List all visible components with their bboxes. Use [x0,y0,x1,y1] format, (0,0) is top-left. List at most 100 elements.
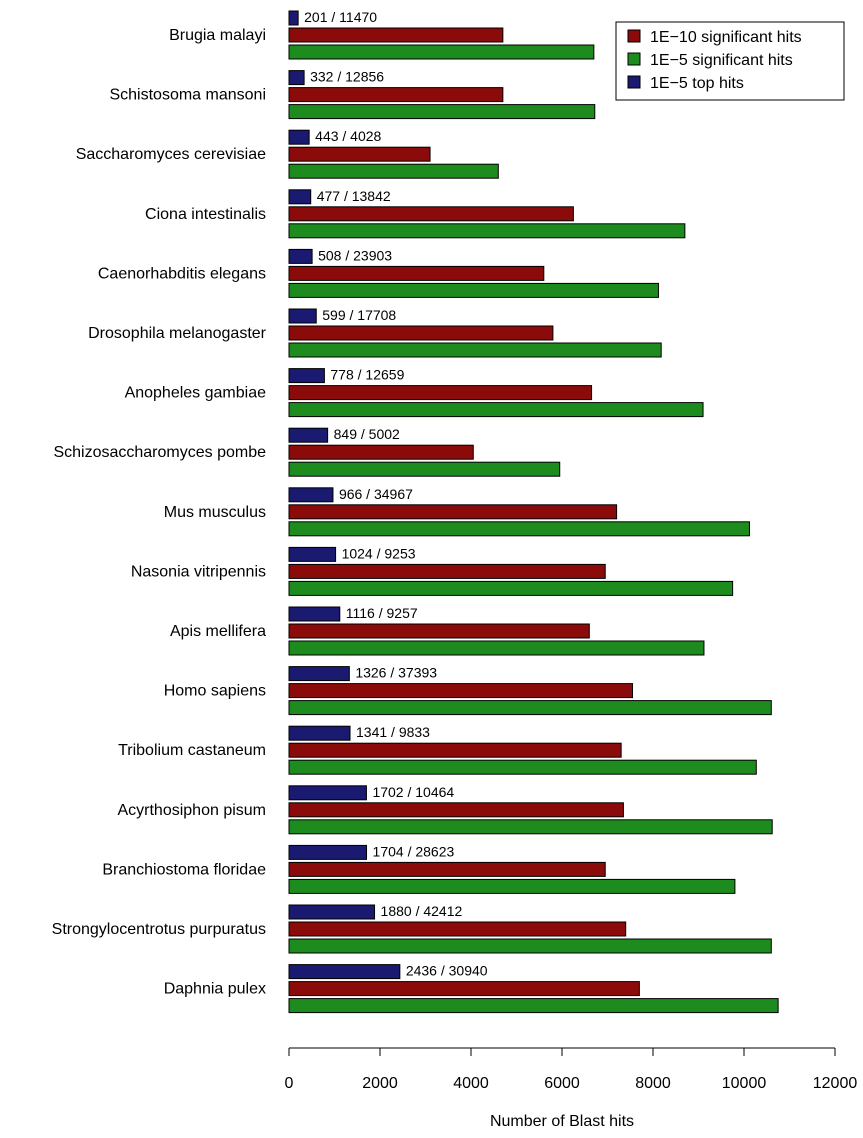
bar [288,248,313,264]
legend-label: 1E−10 significant hits [650,29,802,46]
x-tick-label: 10000 [722,1075,767,1092]
x-axis: 0 2000 4000 6000 8000 10000 12000 [285,1047,858,1092]
bar [288,402,704,418]
bar [288,282,659,298]
x-tick-label: 4000 [453,1075,489,1092]
category-label: Ciona intestinalis [145,206,266,223]
bar [288,385,593,401]
bar [288,461,561,477]
bar [288,206,574,222]
bar-data-label: 332 / 12856 [310,69,384,85]
bar-data-label: 1116 / 9257 [346,605,418,621]
legend-label: 1E−5 top hits [650,75,744,92]
bar-data-label: 966 / 34967 [339,486,413,502]
bar-data-label: 1704 / 28623 [373,843,455,859]
bar [288,964,401,980]
bar [288,546,337,562]
category-label: Daphnia pulex [164,981,266,998]
bar [288,10,299,26]
bar-data-label: 1880 / 42412 [381,903,463,919]
bar [288,606,341,622]
legend-swatch [627,75,641,89]
bar [288,189,312,205]
bar [288,308,317,324]
bar-data-label: 2436 / 30940 [406,963,488,979]
bar [288,981,640,997]
bar [288,487,334,503]
category-label: Drosophila melanogaster [88,325,267,342]
bar [288,640,705,656]
bar-data-label: 508 / 23903 [318,247,392,263]
category-label: Homo sapiens [164,683,266,700]
x-tick-label: 8000 [635,1075,671,1092]
legend-box [615,21,845,101]
bar [288,563,606,579]
bar [288,223,686,239]
legend-swatch [627,29,641,43]
bar [288,129,310,145]
bar [288,819,773,835]
x-tick-label: 2000 [362,1075,398,1092]
bar [288,104,596,120]
category-label: Anopheles gambiae [125,385,267,402]
legend-label: 1E−5 significant hits [650,52,793,69]
bar [288,666,350,682]
bar [288,163,499,179]
bars-layer [288,10,779,1014]
category-label: Schistosoma mansoni [109,87,266,104]
bar [288,700,772,716]
bar [288,878,736,894]
bar-data-label: 1024 / 9253 [342,545,416,561]
category-label: Strongylocentrotus purpuratus [52,921,266,938]
bar-data-label: 1702 / 10464 [372,784,454,800]
bar [288,683,634,699]
bar-data-label: 477 / 13842 [317,188,391,204]
bar [288,802,624,818]
x-axis-title: Number of Blast hits [490,1113,634,1130]
bar-data-label: 778 / 12659 [330,367,404,383]
labels-layer: 201 / 11470 Brugia malayi 332 / 12856 Schis… [52,9,488,998]
bar [288,580,734,596]
bar [288,146,431,162]
category-label: Brugia malayi [169,27,266,44]
category-label: Branchiostoma floridae [102,861,266,878]
bar [288,265,545,281]
bar [288,325,554,341]
bar [288,87,504,103]
bar-data-label: 599 / 17708 [322,307,396,323]
bar [288,444,474,460]
bar [288,785,367,801]
bar-data-label: 201 / 11470 [304,9,377,25]
category-label: Apis mellifera [170,623,266,640]
bar [288,742,622,758]
x-tick-label: 0 [285,1075,294,1092]
bar [288,504,618,520]
category-label: Saccharomyces cerevisiae [76,146,266,163]
category-label: Tribolium castaneum [118,742,266,759]
bar [288,342,662,358]
category-label: Mus musculus [164,504,266,521]
bar [288,725,351,741]
bar-data-label: 1341 / 9833 [356,724,430,740]
bar [288,623,590,639]
category-label: Caenorhabditis elegans [98,265,266,282]
bar [288,844,368,860]
bar [288,44,595,60]
category-label: Nasonia vitripennis [131,563,266,580]
legend-swatch [627,52,641,66]
category-label: Schizosaccharomyces pombe [53,444,266,461]
bar [288,521,750,537]
category-label: Acyrthosiphon pisum [117,802,266,819]
x-tick-label: 6000 [544,1075,580,1092]
bar [288,861,606,877]
bar-data-label: 849 / 5002 [334,426,400,442]
bar [288,427,329,443]
bar-data-label: 1326 / 37393 [355,665,437,681]
bar [288,759,757,775]
bar-data-label: 443 / 4028 [315,128,381,144]
bar [288,904,376,920]
legend: 1E−10 significant hits 1E−5 significant h… [615,21,845,101]
x-tick-label: 12000 [813,1075,858,1092]
